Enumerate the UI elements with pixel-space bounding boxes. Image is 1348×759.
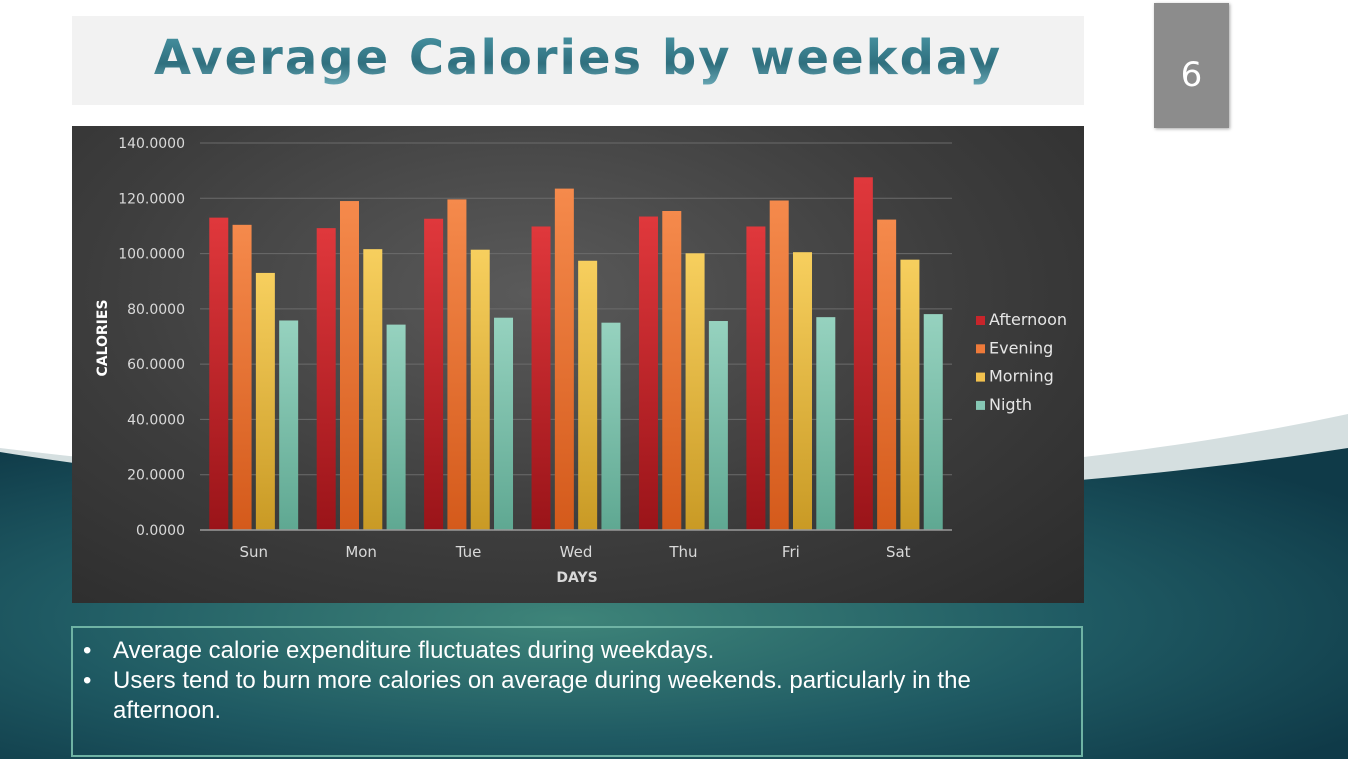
bar-evening-wed bbox=[554, 188, 574, 530]
note-bullet-2: Users tend to burn more calories on aver… bbox=[83, 666, 1041, 726]
y-axis-title: CALORIES bbox=[95, 299, 111, 376]
bar-nigth-sat bbox=[923, 314, 943, 530]
bar-evening-mon bbox=[339, 201, 359, 531]
page-number-tab: 6 bbox=[1154, 3, 1229, 128]
bar-afternoon-tue bbox=[424, 218, 444, 530]
legend-swatch-nigth bbox=[976, 400, 985, 410]
x-axis-title: DAYS bbox=[556, 570, 597, 586]
bar-evening-tue bbox=[447, 199, 467, 530]
bar-evening-fri bbox=[769, 200, 789, 531]
x-tick-label: Sat bbox=[886, 543, 911, 561]
page-number: 6 bbox=[1180, 54, 1203, 95]
y-tick-label: 60.0000 bbox=[127, 357, 185, 373]
bar-evening-sat bbox=[877, 219, 897, 530]
y-tick-label: 100.0000 bbox=[118, 247, 185, 263]
bar-morning-mon bbox=[363, 249, 383, 531]
bar-chart: 0.0000 20.0000 40.0000 60.0000 80.0000 100.00… bbox=[95, 136, 1067, 586]
gridlines bbox=[200, 142, 952, 476]
bar-morning-wed bbox=[578, 260, 598, 530]
bar-afternoon-thu bbox=[638, 216, 658, 530]
bar-nigth-thu bbox=[708, 321, 728, 530]
bar-evening-thu bbox=[662, 211, 682, 530]
y-tick-label: 140.0000 bbox=[118, 136, 185, 152]
bar-nigth-tue bbox=[494, 317, 514, 530]
bar-afternoon-wed bbox=[531, 226, 551, 530]
bar-nigth-wed bbox=[601, 322, 621, 530]
bar-afternoon-sun bbox=[209, 217, 229, 530]
legend-swatch-evening bbox=[976, 344, 985, 354]
x-tick-label: Thu bbox=[668, 543, 697, 561]
legend-swatch-morning bbox=[976, 372, 985, 382]
title-box: Average Calories by weekday bbox=[72, 16, 1084, 105]
bar-afternoon-mon bbox=[316, 228, 336, 530]
bar-morning-fri bbox=[793, 252, 813, 531]
legend-label-afternoon: Afternoon bbox=[989, 310, 1067, 329]
y-tick-label: 40.0000 bbox=[127, 412, 185, 428]
bar-nigth-sun bbox=[279, 320, 299, 530]
axes: 0.0000 20.0000 40.0000 60.0000 80.0000 100.00… bbox=[118, 136, 952, 561]
y-tick-label: 0.0000 bbox=[136, 523, 185, 539]
bar-morning-tue bbox=[470, 249, 490, 531]
bar-morning-sat bbox=[900, 259, 920, 530]
legend-label-morning: Morning bbox=[989, 367, 1054, 386]
y-tick-label: 80.0000 bbox=[127, 302, 185, 318]
bars bbox=[209, 177, 943, 531]
bar-afternoon-fri bbox=[746, 226, 766, 530]
bar-nigth-mon bbox=[386, 324, 406, 530]
bar-morning-sun bbox=[255, 272, 275, 530]
legend-label-evening: Evening bbox=[989, 338, 1053, 357]
notes-list: Average calorie expenditure fluctuates d… bbox=[83, 636, 1041, 726]
bar-morning-thu bbox=[685, 253, 705, 531]
note-bullet-1: Average calorie expenditure fluctuates d… bbox=[83, 636, 1041, 666]
chart-panel: 0.0000 20.0000 40.0000 60.0000 80.0000 100.00… bbox=[72, 126, 1084, 603]
slide-title: Average Calories by weekday bbox=[153, 29, 1003, 86]
x-tick-label: Wed bbox=[560, 543, 593, 561]
x-tick-label: Fri bbox=[782, 543, 800, 561]
x-tick-label: Sun bbox=[239, 543, 268, 561]
bar-evening-sun bbox=[232, 224, 252, 530]
legend-swatch-afternoon bbox=[976, 316, 985, 325]
x-tick-label: Mon bbox=[345, 543, 377, 561]
y-tick-label: 20.0000 bbox=[127, 468, 185, 484]
y-tick-label: 120.0000 bbox=[118, 191, 185, 207]
bar-nigth-fri bbox=[816, 317, 836, 530]
notes-box: Average calorie expenditure fluctuates d… bbox=[71, 626, 1083, 757]
x-tick-label: Tue bbox=[455, 543, 482, 561]
bar-afternoon-sat bbox=[853, 177, 873, 530]
legend[interactable]: Afternoon Evening Morning Nigth bbox=[976, 310, 1067, 414]
legend-label-nigth: Nigth bbox=[989, 395, 1032, 414]
